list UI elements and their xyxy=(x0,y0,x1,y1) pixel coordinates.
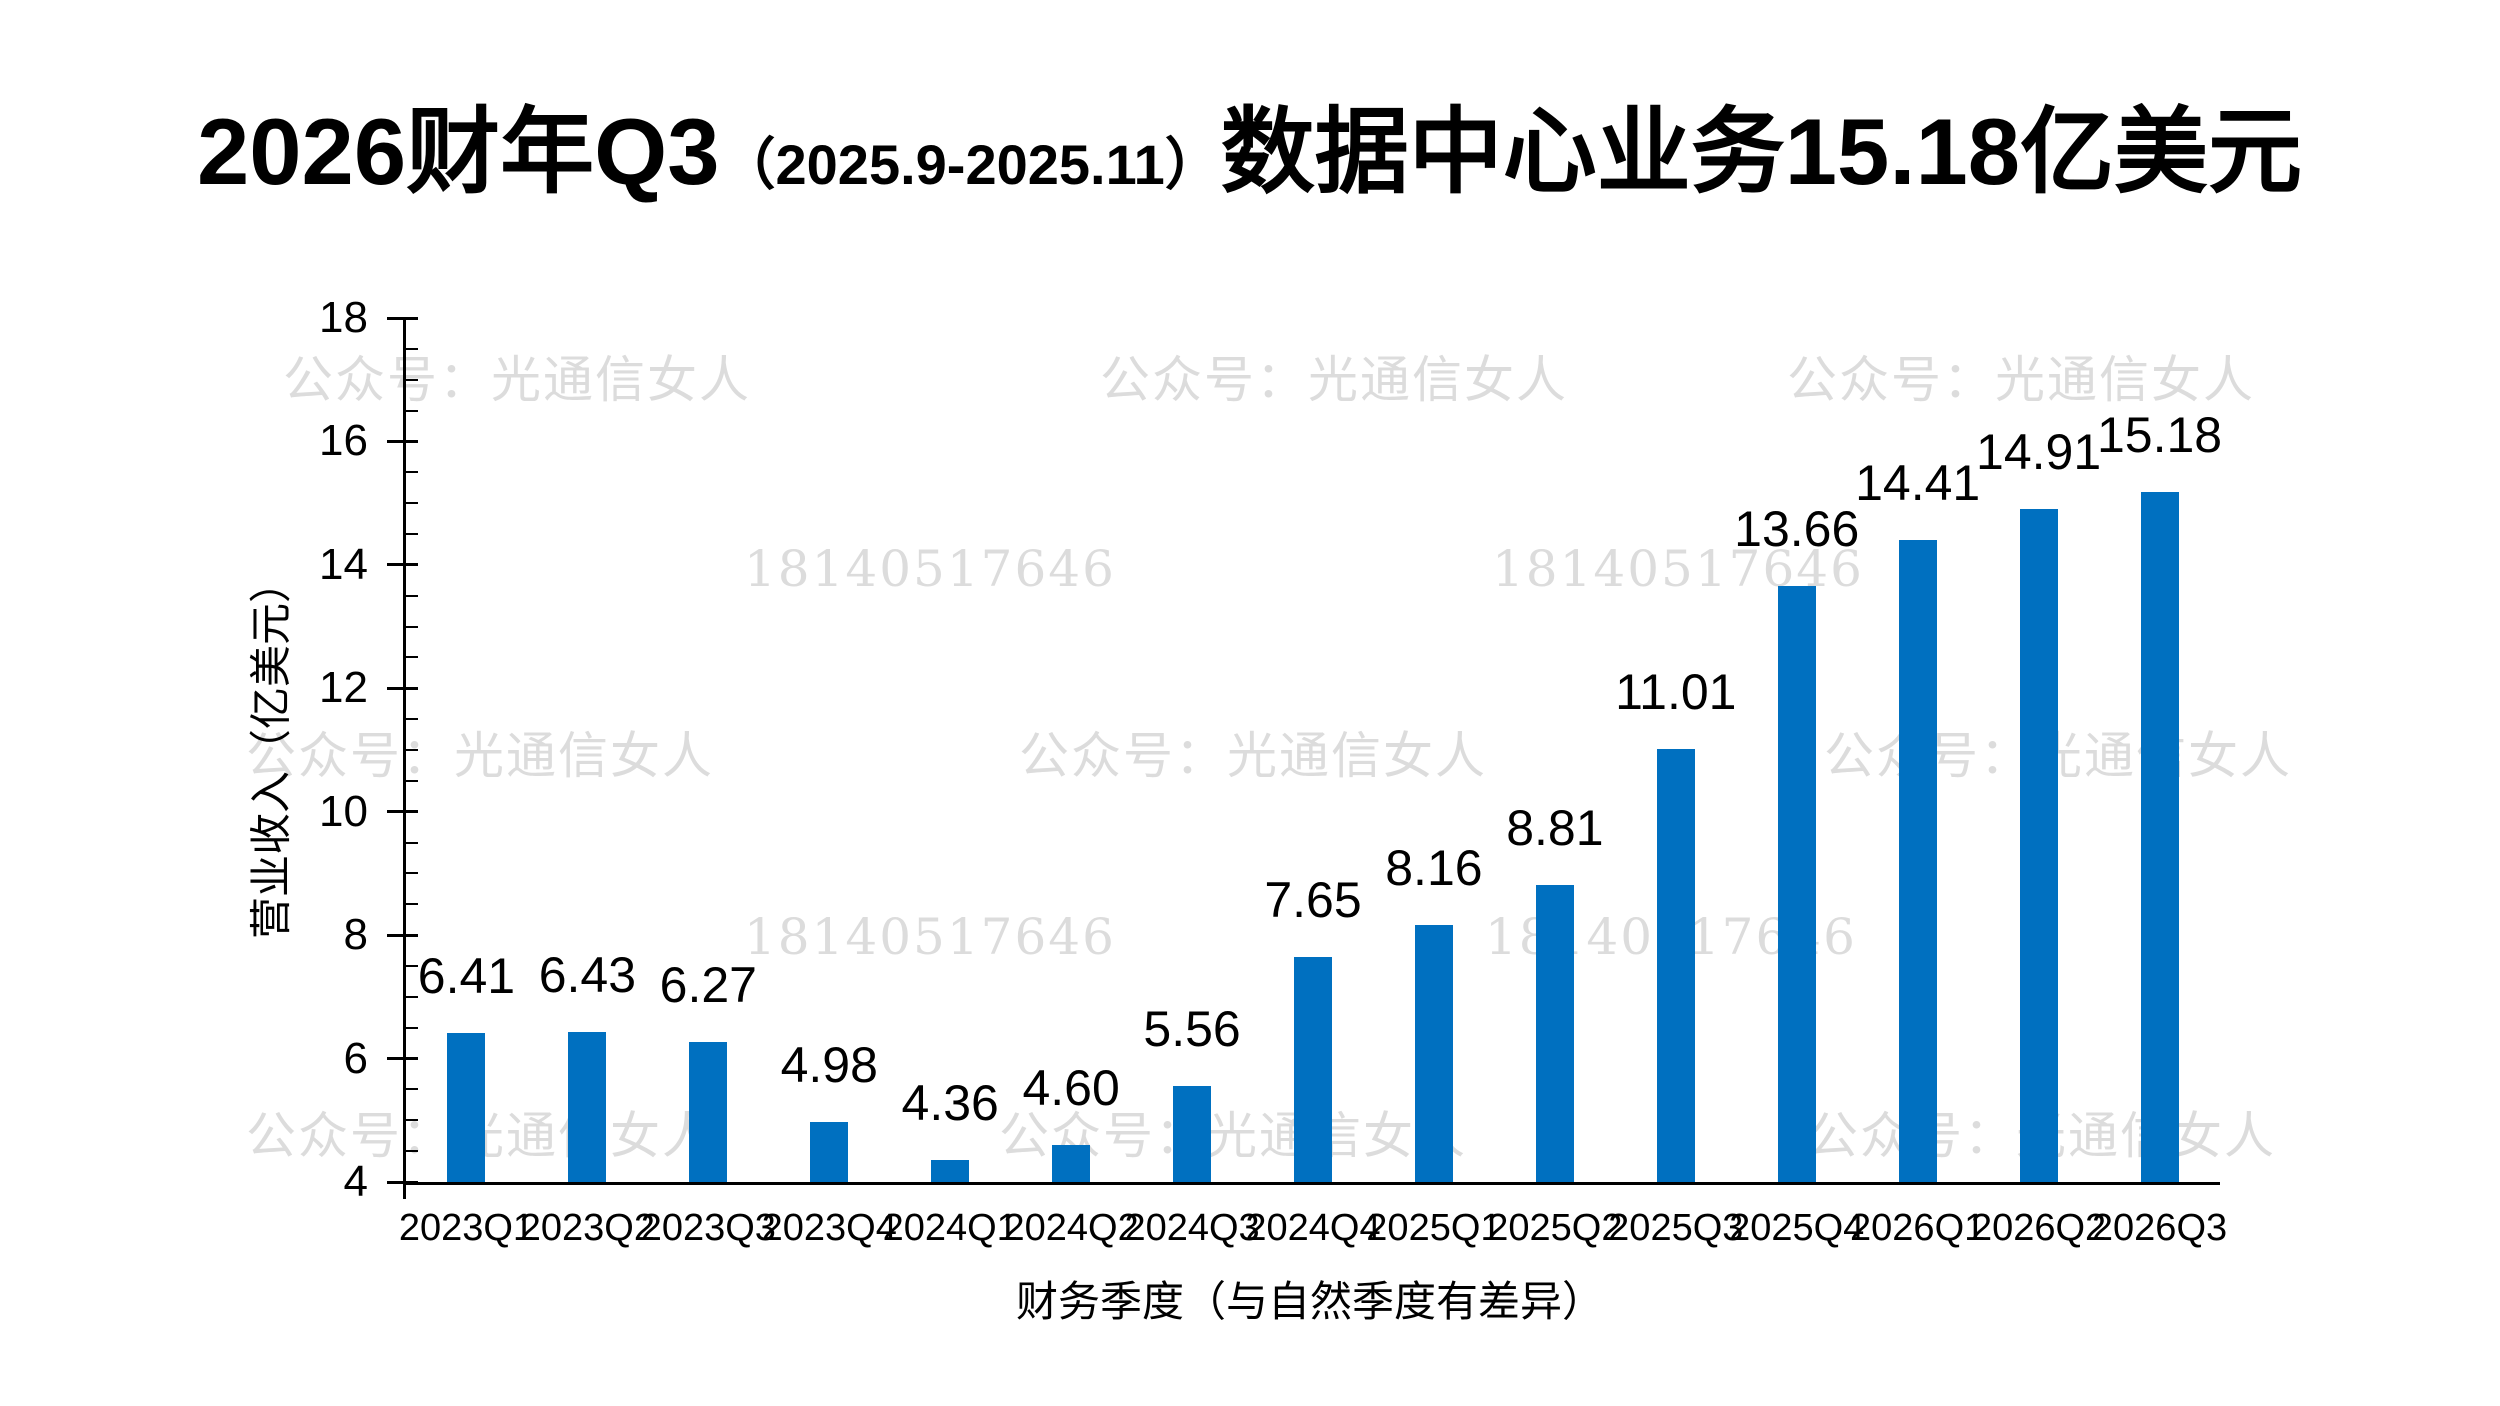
bar-value-label: 14.41 xyxy=(1855,454,1981,511)
y-major-tick xyxy=(387,563,418,567)
bar-value-label: 8.81 xyxy=(1506,800,1604,857)
bar-value-label: 4.98 xyxy=(780,1036,878,1093)
bar-value-label: 14.91 xyxy=(1976,423,2102,480)
x-category-label: 2024Q2 xyxy=(1003,1207,1139,1249)
bar xyxy=(568,1032,607,1182)
y-tick-label: 6 xyxy=(343,1033,368,1083)
x-category-label: 2024Q3 xyxy=(1124,1207,1260,1249)
bar-value-label: 11.01 xyxy=(1615,664,1737,721)
x-category-label: 2023Q1 xyxy=(398,1207,535,1249)
bar xyxy=(1414,925,1453,1182)
bar-value-label: 4.36 xyxy=(901,1074,999,1131)
y-minor-tick xyxy=(406,347,418,350)
bar xyxy=(447,1033,486,1182)
bar xyxy=(1777,585,1816,1182)
y-major-tick xyxy=(387,1180,418,1184)
title-main: 2026财年Q3 xyxy=(197,99,720,204)
y-tick-label: 14 xyxy=(319,539,368,589)
bar-value-label: 6.27 xyxy=(659,956,757,1013)
y-minor-tick xyxy=(406,1150,418,1153)
y-minor-tick xyxy=(406,1026,418,1029)
y-minor-tick xyxy=(406,779,418,782)
bar xyxy=(689,1041,728,1182)
x-category-label: 2025Q4 xyxy=(1729,1207,1865,1249)
bar xyxy=(1898,539,1937,1182)
y-tick-label: 12 xyxy=(319,663,368,713)
bar xyxy=(1656,749,1695,1182)
bar-value-label: 15.18 xyxy=(2096,407,2223,464)
y-minor-tick xyxy=(406,625,418,628)
x-category-label: 2023Q2 xyxy=(519,1207,655,1249)
x-category-label: 2025Q3 xyxy=(1608,1207,1744,1249)
x-category-label: 2023Q3 xyxy=(640,1207,776,1249)
bar xyxy=(1294,956,1332,1182)
x-category-label: 2024Q4 xyxy=(1245,1207,1381,1249)
bar-value-label: 5.56 xyxy=(1143,1000,1241,1057)
y-minor-tick xyxy=(406,409,418,412)
bar-value-label: 7.65 xyxy=(1264,871,1362,928)
y-tick-label: 8 xyxy=(343,910,368,960)
y-minor-tick xyxy=(406,533,418,535)
bar-value-label: 6.41 xyxy=(417,948,516,1005)
y-major-tick xyxy=(387,316,418,320)
y-axis-title: 营业收入（亿美元） xyxy=(247,560,295,940)
bar xyxy=(931,1159,970,1182)
y-major-tick xyxy=(387,1057,418,1061)
x-axis-title: 财务季度（与自然季度有差异） xyxy=(1015,1278,1605,1325)
bar-value-label: 6.43 xyxy=(538,947,637,1004)
y-minor-tick xyxy=(406,594,418,597)
y-minor-tick xyxy=(406,656,418,659)
title-rest: 数据中心业务15.18亿美元 xyxy=(1220,99,2303,204)
y-minor-tick xyxy=(406,502,418,505)
y-minor-tick xyxy=(406,995,418,998)
y-minor-tick xyxy=(406,749,418,751)
y-minor-tick xyxy=(406,841,418,844)
x-category-label: 2023Q4 xyxy=(761,1207,897,1249)
y-tick-label: 10 xyxy=(319,786,368,836)
y-minor-tick xyxy=(406,872,418,875)
bar xyxy=(1535,885,1574,1182)
y-major-tick xyxy=(387,686,418,690)
y-minor-tick xyxy=(406,965,418,967)
bar-value-label: 4.60 xyxy=(1022,1059,1120,1116)
x-axis-origin-tick xyxy=(403,1185,406,1199)
y-tick-label: 18 xyxy=(319,293,368,342)
bar xyxy=(810,1121,849,1182)
bar xyxy=(2019,508,2058,1182)
y-minor-tick xyxy=(406,718,418,721)
bar-value-label: 13.66 xyxy=(1734,500,1860,557)
y-major-tick xyxy=(387,810,418,814)
y-tick-label: 4 xyxy=(343,1157,368,1206)
y-minor-tick xyxy=(406,471,418,474)
plot-area: 4 6 8 10 12 14 16 18 6.41 2023Q1 6.43 2023Q2 6.27 202… xyxy=(319,293,2227,1249)
bar xyxy=(1052,1144,1091,1182)
x-category-label: 2026Q2 xyxy=(1970,1207,2107,1249)
y-minor-tick xyxy=(406,378,418,381)
page-title: 2026财年Q3（2025.9-2025.11）数据中心业务15.18亿美元 xyxy=(197,100,2302,203)
x-category-label: 2025Q1 xyxy=(1366,1207,1502,1249)
y-tick-label: 16 xyxy=(319,416,368,466)
y-major-tick xyxy=(387,439,418,443)
x-category-label: 2026Q3 xyxy=(2091,1207,2228,1249)
title-date-range: （2025.9-2025.11） xyxy=(719,133,1221,196)
x-category-label: 2026Q1 xyxy=(1850,1207,1986,1249)
x-category-label: 2025Q2 xyxy=(1487,1207,1623,1249)
y-major-tick xyxy=(387,933,418,937)
y-minor-tick xyxy=(406,1119,418,1122)
bar xyxy=(2140,492,2179,1182)
y-minor-tick xyxy=(406,903,418,906)
bar-value-label: 8.16 xyxy=(1385,840,1483,897)
y-minor-tick xyxy=(406,1088,418,1091)
x-category-label: 2024Q1 xyxy=(882,1207,1018,1249)
bar xyxy=(1173,1085,1212,1182)
